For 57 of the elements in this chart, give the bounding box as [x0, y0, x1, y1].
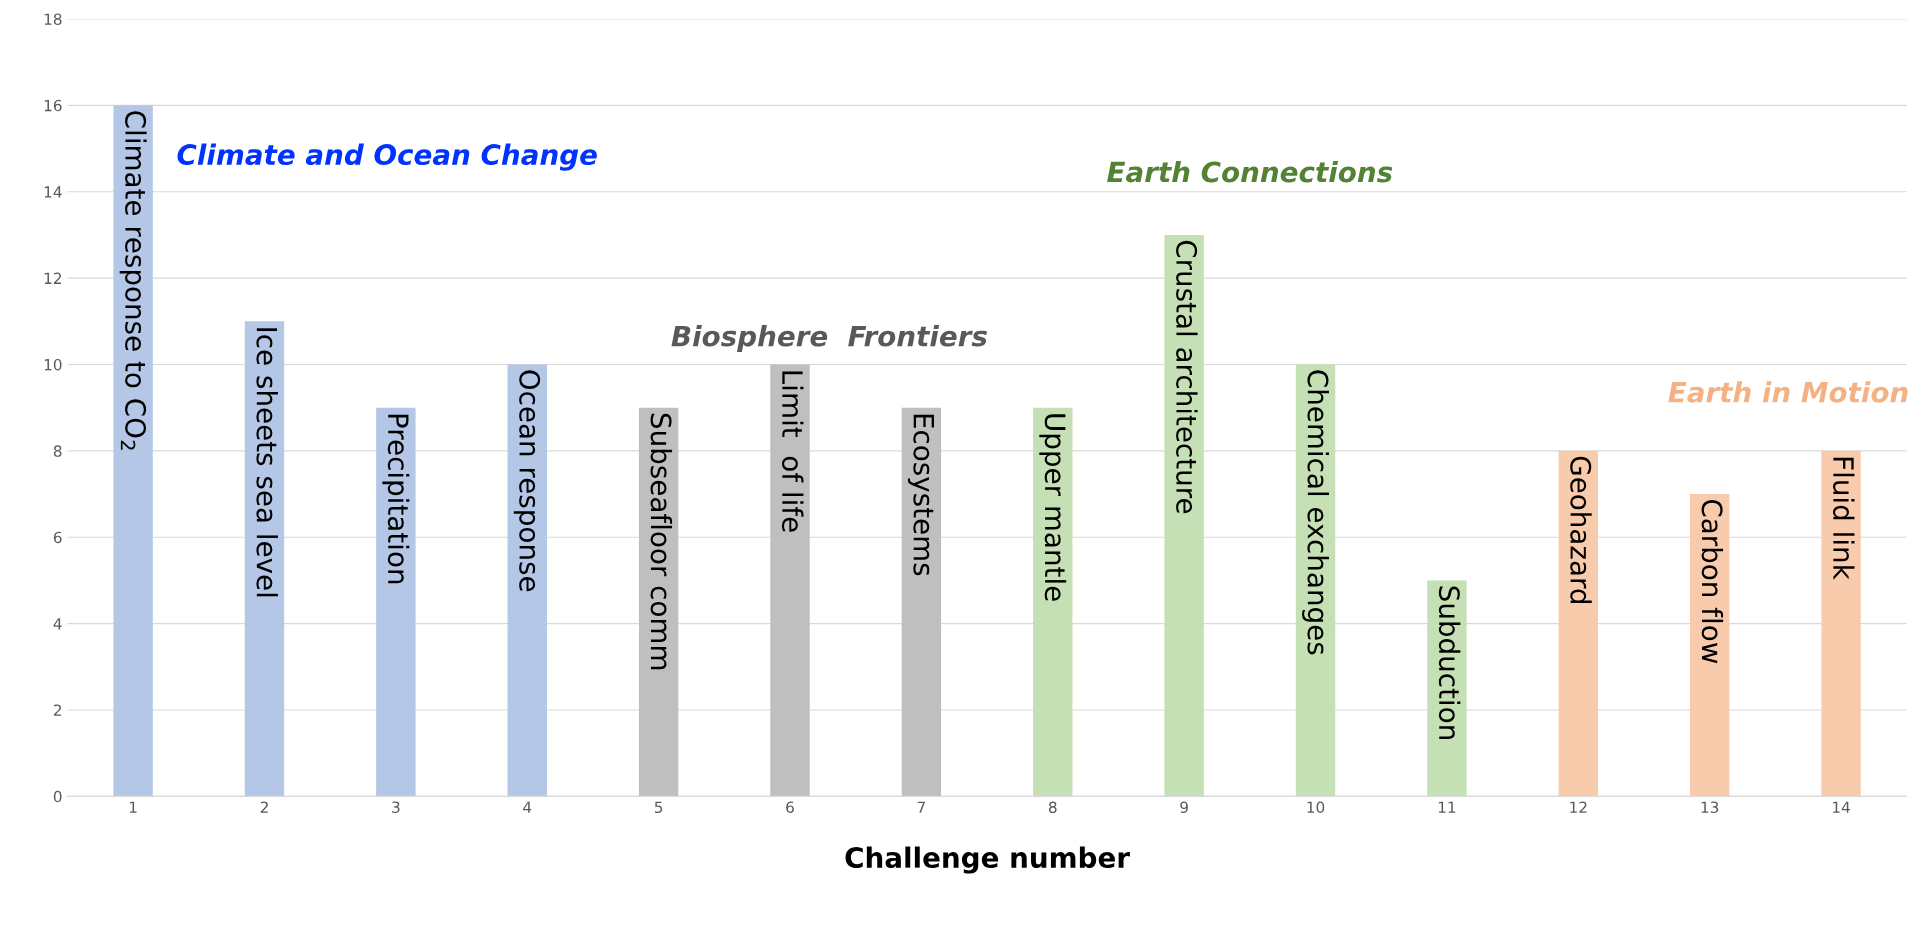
annotation: Ocean response: [513, 370, 541, 592]
annotation: Crustal architecture: [1176, 240, 1198, 514]
bar: [770, 364, 810, 797]
x-tick-label: 9: [1180, 801, 1188, 814]
annotation: Earth Connections: [1107, 160, 1393, 183]
x-tick-label: 14: [1833, 801, 1850, 813]
bar: [376, 407, 416, 797]
y-tick-label: 6: [53, 531, 62, 544]
x-tick-label: 10: [1307, 801, 1325, 814]
annotation: Biosphere Frontiers: [671, 325, 987, 352]
y-tick-label: 4: [53, 618, 62, 630]
annotation: Carbon flow: [1701, 499, 1724, 664]
bar: [1821, 450, 1861, 797]
annotation: Fluid link: [1832, 457, 1855, 580]
x-tick-label: 4: [523, 801, 532, 813]
y-tick-label: 2: [53, 704, 62, 716]
annotation: Chemical exchanges: [1302, 370, 1329, 655]
x-tick-label: 2: [260, 801, 268, 813]
x-tick-label: 12: [1570, 801, 1587, 813]
y-tick-label: 14: [44, 186, 62, 198]
y-tick-label: 8: [53, 445, 62, 457]
bar: [113, 105, 153, 797]
annotation: Ice sheets sea level: [256, 328, 278, 597]
x-tick-label: 3: [392, 801, 400, 814]
x-tick-label: 8: [1048, 801, 1057, 814]
annotation: Geohazard: [1570, 456, 1592, 604]
bar: [638, 407, 679, 797]
bar: [507, 364, 547, 797]
annotation: Climate response to CO$_{2}$: [119, 111, 147, 450]
x-tick-label: 5: [654, 801, 663, 814]
annotation: Precipitation: [382, 414, 410, 584]
y-tick-label: 16: [44, 99, 62, 112]
bar: [1164, 234, 1204, 797]
y-tick-label: 12: [44, 272, 62, 284]
x-axis-title: Challenge number: [845, 846, 1130, 874]
y-tick-label: 10: [44, 358, 62, 371]
bar: [244, 321, 285, 797]
annotation: Ecosystems: [907, 414, 934, 576]
bar: [1033, 407, 1073, 797]
y-tick-label: 0: [53, 790, 62, 803]
annotation: Climate and Ocean Change: [177, 143, 597, 171]
x-tick-label: 6: [786, 801, 794, 814]
y-tick-label: 18: [44, 13, 62, 25]
annotation: Upper mantle: [1039, 414, 1067, 601]
x-tick-label: 7: [917, 801, 925, 813]
x-tick-label: 11: [1438, 801, 1456, 813]
annotation: Subduction: [1438, 586, 1461, 739]
x-tick-label: 13: [1701, 801, 1719, 814]
x-tick-label: 1: [129, 801, 137, 813]
bar: [1558, 450, 1598, 797]
bar: [1427, 580, 1467, 797]
annotation: Subseafloor comm: [650, 413, 673, 670]
bar: [1689, 494, 1730, 797]
bar: [901, 407, 942, 797]
annotation: Earth in Motion: [1668, 381, 1908, 403]
annotation: Limit of life: [781, 371, 804, 532]
bar: [1295, 364, 1336, 797]
